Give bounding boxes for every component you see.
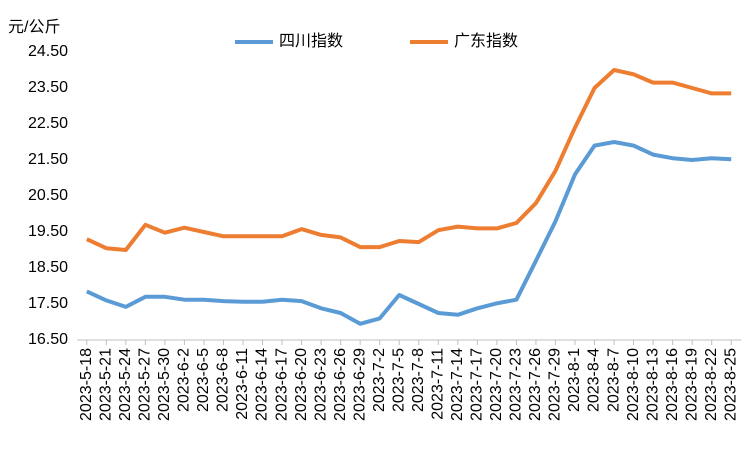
x-tick-label: 2023-6-5 [195, 348, 212, 412]
x-tick-label: 2023-5-27 [137, 348, 154, 421]
x-tick-label: 2023-7-2 [371, 348, 388, 412]
y-tick-label: 17.50 [28, 295, 68, 312]
x-tick-label: 2023-8-16 [664, 348, 681, 421]
x-tick-label: 2023-7-8 [410, 348, 427, 412]
x-tick-label: 2023-7-23 [508, 348, 525, 421]
x-tick-label: 2023-6-26 [332, 348, 349, 421]
x-tick-label: 2023-6-17 [273, 348, 290, 421]
x-tick-label: 2023-8-25 [722, 348, 739, 421]
x-tick-label: 2023-8-19 [683, 348, 700, 421]
x-tick-label: 2023-7-14 [449, 348, 466, 421]
x-tick-label: 2023-8-1 [566, 348, 583, 412]
series-line [85, 68, 732, 252]
x-tick-label: 2023-5-21 [98, 348, 115, 421]
y-tick-label: 23.50 [28, 79, 68, 96]
x-tick-label: 2023-5-30 [156, 348, 173, 421]
x-tick-label: 2023-5-24 [117, 348, 134, 421]
x-tick-label: 2023-7-11 [430, 348, 447, 420]
x-tick-label: 2023-6-11 [234, 348, 251, 420]
x-tick-label: 2023-6-8 [215, 348, 232, 412]
x-tick-label: 2023-8-13 [644, 348, 661, 421]
x-tick-label: 2023-6-2 [176, 348, 193, 412]
x-tick-label: 2023-7-20 [488, 348, 505, 421]
series-line [85, 140, 732, 326]
x-tick-label: 2023-5-18 [78, 348, 95, 421]
x-tick-label: 2023-6-29 [351, 348, 368, 421]
x-tick-label: 2023-6-14 [254, 348, 271, 421]
x-tick-label: 2023-8-22 [703, 348, 720, 421]
x-tick-label: 2023-6-23 [312, 348, 329, 421]
legend-label: 四川指数 [279, 32, 343, 50]
y-tick-label: 20.50 [28, 187, 68, 204]
y-tick-label: 22.50 [28, 115, 68, 132]
y-tick-label: 16.50 [28, 331, 68, 348]
y-tick-label: 24.50 [28, 43, 68, 60]
x-tick-label: 2023-7-26 [527, 348, 544, 421]
x-tick-label: 2023-7-5 [390, 348, 407, 412]
x-tick-label: 2023-6-20 [293, 348, 310, 421]
legend-label: 广东指数 [454, 32, 518, 50]
x-tick-label: 2023-7-17 [469, 348, 486, 421]
y-tick-label: 21.50 [28, 151, 68, 168]
y-tick-label: 19.50 [28, 223, 68, 240]
x-tick-label: 2023-8-7 [605, 348, 622, 412]
y-tick-label: 18.50 [28, 259, 68, 276]
x-tick-label: 2023-7-29 [547, 348, 564, 421]
x-tick-label: 2023-8-4 [586, 348, 603, 412]
x-tick-label: 2023-8-10 [625, 348, 642, 421]
y-unit-label: 元/公斤 [8, 18, 60, 36]
